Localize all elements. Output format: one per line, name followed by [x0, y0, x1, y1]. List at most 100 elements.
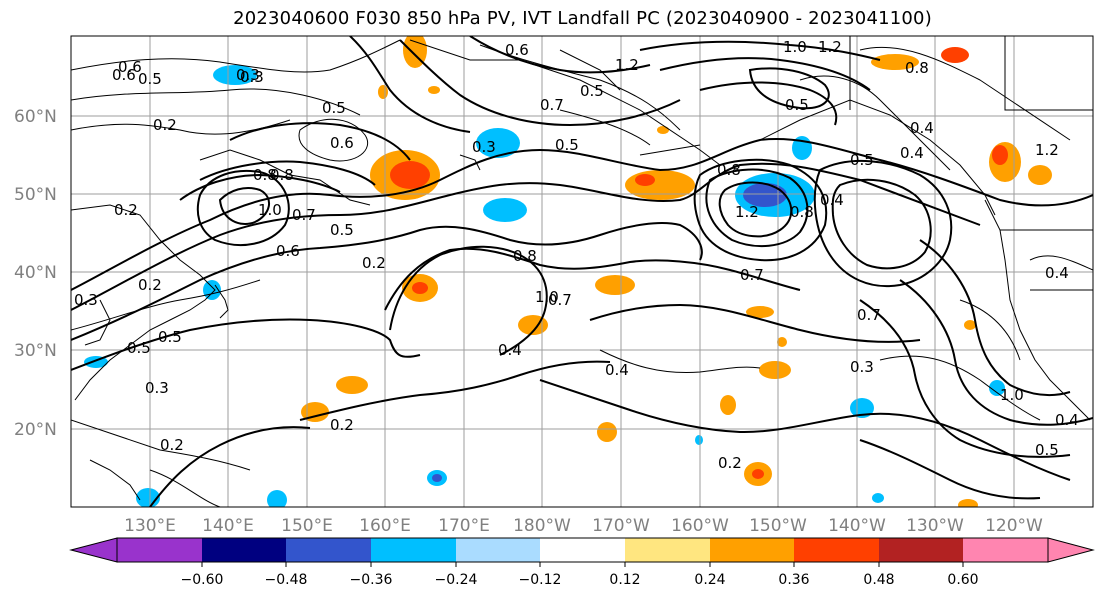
- lon-label: 170°E: [438, 516, 490, 536]
- positive-anomaly-strong: [635, 174, 655, 186]
- contour-label: 1.0: [783, 38, 807, 56]
- negative-anomaly: [476, 128, 520, 158]
- contour-label: 0.5: [158, 328, 182, 346]
- map-title: 2023040600 F030 850 hPa PV, IVT Landfall…: [233, 8, 932, 29]
- negative-anomaly-strong: [432, 474, 442, 482]
- colorbar-extend-min: [69, 537, 118, 563]
- positive-anomaly: [595, 275, 635, 295]
- positive-anomaly: [720, 395, 736, 415]
- contour-label: 0.2: [362, 254, 386, 272]
- contour-label: 0.7: [548, 291, 572, 309]
- colorbar-tick: 0.48: [863, 572, 894, 588]
- colorbar-tick: −0.12: [519, 572, 562, 588]
- contour-label: 0.3: [145, 379, 169, 397]
- contour-label: 0.6: [276, 242, 300, 260]
- positive-anomaly-strong: [941, 47, 969, 63]
- contour-label: 0.4: [820, 191, 844, 209]
- contour-label: 0.5: [330, 221, 354, 239]
- positive-anomaly: [378, 85, 388, 99]
- colorbar-tick: 0.60: [947, 572, 978, 588]
- colorbar-tick: −0.60: [181, 572, 224, 588]
- contour-label: 1.0: [258, 201, 282, 219]
- colorbar: −0.60 −0.48 −0.36 −0.24 −0.12 0.12 0.24 …: [69, 537, 1095, 588]
- contour-label: 0.4: [498, 341, 522, 359]
- colorbar-tick: −0.24: [435, 572, 478, 588]
- lat-label: 30°N: [14, 341, 57, 361]
- colorbar-swatch: [117, 538, 202, 562]
- contour-label: 0.7: [740, 266, 764, 284]
- contour-label: 0.5: [322, 99, 346, 117]
- positive-anomaly-strong: [752, 469, 764, 479]
- lon-label: 140°W: [828, 516, 886, 536]
- colorbar-swatch: [286, 538, 371, 562]
- positive-anomaly: [871, 54, 919, 70]
- colorbar-frame: [116, 537, 1049, 563]
- colorbar-swatch: [202, 538, 286, 562]
- contour-label: 0.4: [900, 144, 924, 162]
- contour-label: 0.4: [1045, 264, 1069, 282]
- contour-label: 0.3: [850, 358, 874, 376]
- colorbar-swatch: [625, 538, 710, 562]
- contour-label: 0.8: [790, 203, 814, 221]
- lon-label: 170°W: [592, 516, 650, 536]
- positive-anomaly: [657, 126, 669, 134]
- contour-label: 0.5: [138, 70, 162, 88]
- contour-label: 0.2: [330, 416, 354, 434]
- contour-label: 0.2: [718, 454, 742, 472]
- positive-anomaly: [759, 361, 791, 379]
- colorbar-swatch: [456, 538, 540, 562]
- lon-label: 150°W: [749, 516, 807, 536]
- lon-label: 130°E: [124, 516, 176, 536]
- contour-label: 1.2: [1035, 141, 1059, 159]
- negative-anomaly: [989, 380, 1005, 396]
- contour-label: 0.2: [153, 116, 177, 134]
- positive-anomaly: [964, 320, 976, 330]
- contour-label: 1.2: [818, 38, 842, 56]
- lat-label: 40°N: [14, 263, 57, 283]
- lon-label: 140°E: [202, 516, 254, 536]
- contour-label: 0.2: [138, 276, 162, 294]
- contour-label: 0.6: [118, 58, 142, 76]
- contour-label: 0.2: [160, 436, 184, 454]
- lat-label: 20°N: [14, 420, 57, 440]
- negative-anomaly-strong: [743, 183, 787, 207]
- lon-label: 120°W: [985, 516, 1043, 536]
- contour-label: 0.7: [540, 96, 564, 114]
- negative-anomaly: [483, 198, 527, 222]
- shading-layer: [84, 36, 1052, 507]
- colorbar-tick: 0.12: [609, 572, 640, 588]
- lon-label: 130°W: [906, 516, 964, 536]
- contour-label: 0.8: [905, 59, 929, 77]
- contour-label: 0.5: [850, 151, 874, 169]
- positive-anomaly-strong: [412, 282, 428, 294]
- positive-anomaly-strong: [390, 161, 430, 189]
- negative-anomaly: [872, 493, 884, 503]
- contour-label: 0.4: [605, 361, 629, 379]
- contour-label: 1.0: [535, 288, 559, 306]
- positive-anomaly: [336, 376, 368, 394]
- positive-anomaly: [958, 499, 978, 507]
- negative-anomaly: [213, 65, 257, 85]
- contour-label: 0.4: [1055, 411, 1079, 429]
- colorbar-tick: −0.48: [265, 572, 308, 588]
- map-frame: [70, 35, 1094, 508]
- negative-anomaly: [267, 490, 287, 507]
- contour-label: 1.0: [1000, 386, 1024, 404]
- contour-label: 0.8: [717, 161, 741, 179]
- contour-label: 0.5: [785, 96, 809, 114]
- lon-label: 160°W: [671, 516, 729, 536]
- colorbar-tick: 0.36: [778, 572, 809, 588]
- contour-label: 0.5: [1035, 441, 1059, 459]
- lon-label: 150°E: [281, 516, 333, 536]
- negative-anomaly: [695, 435, 703, 445]
- positive-anomaly: [428, 86, 440, 94]
- longitude-labels: 130°E 140°E 150°E 160°E 170°E 180°W 170°…: [124, 516, 1043, 536]
- colorbar-tick: 0.24: [694, 572, 725, 588]
- positive-anomaly-strong: [992, 145, 1008, 165]
- positive-anomaly: [1028, 165, 1052, 185]
- positive-anomaly: [625, 170, 695, 200]
- ivt-contours: [71, 36, 1093, 507]
- contour-label: 0.4: [910, 119, 934, 137]
- contour-label: 0.8: [270, 166, 294, 184]
